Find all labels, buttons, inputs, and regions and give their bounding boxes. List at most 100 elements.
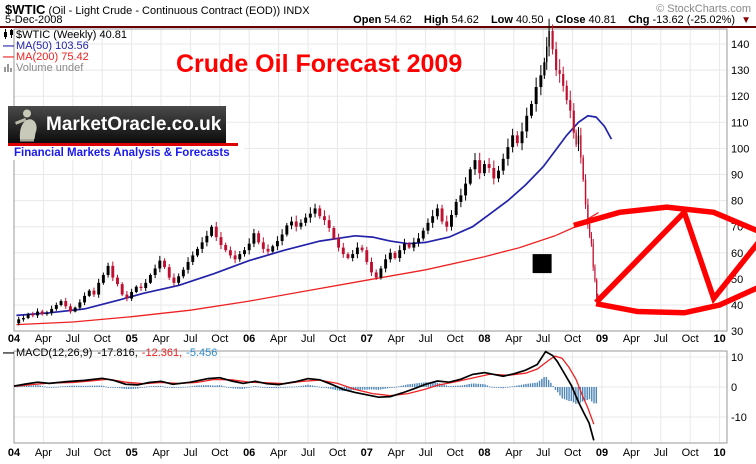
svg-text:Oct: Oct: [446, 447, 463, 459]
svg-text:05: 05: [125, 447, 137, 459]
macd-label: MACD(12,26,9): [16, 347, 93, 359]
svg-text:Jul: Jul: [183, 447, 197, 459]
svg-text:Oct: Oct: [94, 447, 111, 459]
svg-text:Apr: Apr: [270, 333, 287, 345]
forecast-title: Crude Oil Forecast 2009: [176, 50, 463, 78]
open-label: Open: [353, 14, 382, 26]
svg-text:Apr: Apr: [270, 447, 287, 459]
svg-text:04: 04: [8, 333, 21, 345]
svg-text:110: 110: [731, 117, 749, 129]
svg-text:Jul: Jul: [183, 333, 197, 345]
svg-text:Jul: Jul: [536, 333, 550, 345]
svg-text:Oct: Oct: [94, 333, 111, 345]
svg-text:Jul: Jul: [654, 447, 668, 459]
svg-text:30: 30: [731, 326, 743, 338]
svg-text:100: 100: [731, 143, 749, 155]
volume-bars-icon: [3, 62, 16, 75]
open-value: 54.62: [384, 14, 412, 26]
svg-text:06: 06: [243, 333, 255, 345]
svg-text:Jul: Jul: [419, 447, 433, 459]
svg-text:09: 09: [596, 333, 608, 345]
svg-text:Apr: Apr: [505, 447, 522, 459]
close-label: Close: [555, 14, 586, 26]
svg-text:04: 04: [8, 447, 21, 459]
oracle-statue-icon: [11, 107, 45, 147]
svg-text:Oct: Oct: [682, 333, 699, 345]
svg-text:Oct: Oct: [446, 333, 463, 345]
logo-red-rule: [8, 143, 238, 146]
svg-text:10: 10: [731, 352, 743, 364]
macd-hist-value: -5.456: [186, 347, 218, 359]
svg-text:Apr: Apr: [35, 333, 52, 345]
svg-text:Oct: Oct: [564, 333, 581, 345]
svg-text:09: 09: [596, 447, 608, 459]
svg-text:120: 120: [731, 91, 749, 103]
macd-legend: — MACD(12,26,9) -17.816, -12.361, -5.456: [3, 347, 217, 359]
black-square-annotation: [532, 254, 552, 274]
svg-text:40: 40: [731, 300, 743, 312]
legend-main-label: $WTIC (Weekly) 40.81: [16, 29, 128, 41]
logo-banner: MarketOracle.co.uk: [8, 106, 226, 143]
svg-text:10: 10: [713, 447, 725, 459]
svg-text:Jul: Jul: [301, 447, 315, 459]
svg-text:Oct: Oct: [211, 447, 228, 459]
svg-text:Jul: Jul: [536, 447, 550, 459]
header-divider: [0, 26, 756, 28]
high-label: High: [423, 14, 449, 26]
low-label: Low: [490, 14, 513, 26]
svg-text:Apr: Apr: [623, 333, 640, 345]
legend-ma200-row: — MA(200) 75.42: [3, 52, 127, 63]
svg-text:Jul: Jul: [301, 333, 315, 345]
ma200-line-icon: —: [3, 51, 14, 63]
ticker-description: (Oil - Light Crude - Continuous Contract…: [48, 5, 310, 17]
svg-text:10: 10: [713, 333, 725, 345]
svg-text:Jul: Jul: [66, 333, 80, 345]
low-value: 40.50: [515, 14, 544, 26]
svg-text:Apr: Apr: [35, 447, 52, 459]
logo-name: MarketOracle.co.uk: [46, 113, 222, 135]
svg-text:130: 130: [731, 65, 749, 77]
macd-signal-value: -12.361,: [141, 347, 183, 359]
svg-text:08: 08: [478, 333, 490, 345]
svg-text:08: 08: [478, 447, 490, 459]
svg-text:Oct: Oct: [682, 447, 699, 459]
svg-text:07: 07: [361, 447, 373, 459]
legend-ma200-label: MA(200) 75.42: [16, 51, 89, 63]
candlestick-icon: [3, 29, 16, 42]
stockcharts-copyright: © StockCharts.com: [656, 3, 751, 15]
axis-labels: 04 04 Apr Apr Jul Jul Oct Oct 05 05 Apr Apr Jul Jul Oc…: [8, 39, 749, 459]
chg-value: -13.62 (-25.02%): [652, 14, 736, 26]
svg-text:80: 80: [731, 196, 743, 208]
svg-text:Oct: Oct: [329, 333, 346, 345]
chart-header-title: $WTIC (Oil - Light Crude - Continuous Co…: [5, 2, 310, 17]
svg-text:Oct: Oct: [329, 447, 346, 459]
svg-text:05: 05: [125, 333, 137, 345]
svg-text:Apr: Apr: [152, 333, 169, 345]
legend-volume-label: Volume undef: [16, 62, 84, 74]
macd-series: [13, 350, 597, 441]
marketoracle-logo: MarketOracle.co.uk Financial Markets Ana…: [8, 106, 244, 160]
svg-text:06: 06: [243, 447, 255, 459]
legend-volume-row: Volume undef: [3, 63, 127, 74]
svg-text:Apr: Apr: [623, 447, 640, 459]
svg-text:Apr: Apr: [152, 447, 169, 459]
forecast-drawing: [532, 204, 756, 316]
close-value: 40.81: [588, 14, 617, 26]
svg-text:0: 0: [731, 382, 737, 394]
svg-text:Jul: Jul: [66, 447, 80, 459]
svg-text:Apr: Apr: [388, 447, 405, 459]
svg-text:140: 140: [731, 39, 749, 51]
svg-text:Apr: Apr: [505, 333, 522, 345]
svg-text:07: 07: [361, 333, 373, 345]
ohlc-readout: Open 54.62 High 54.62 Low 40.50 Close 40.81 …: [344, 14, 751, 26]
logo-tagline: Financial Markets Analysis & Forecasts: [8, 146, 244, 160]
chart-date: 5-Dec-2008: [5, 14, 63, 26]
legend-main-row: $WTIC (Weekly) 40.81: [3, 29, 128, 42]
legend-ma50-label: MA(50) 103.56: [16, 40, 89, 52]
svg-text:Jul: Jul: [654, 333, 668, 345]
high-value: 54.62: [451, 14, 479, 26]
svg-text:Apr: Apr: [388, 333, 405, 345]
svg-text:90: 90: [731, 170, 743, 182]
